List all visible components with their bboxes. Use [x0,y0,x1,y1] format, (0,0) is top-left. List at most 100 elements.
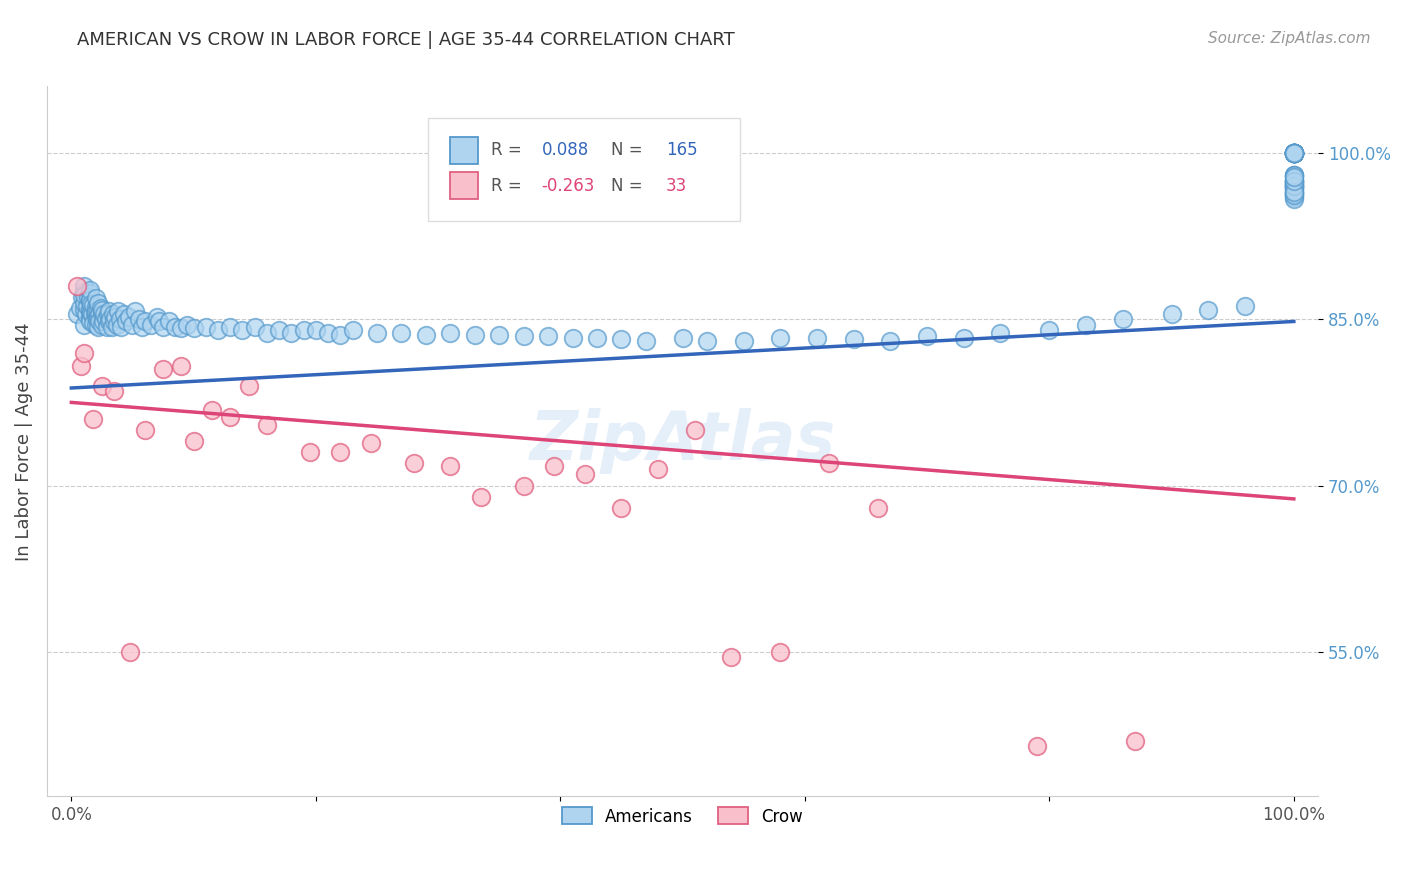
Point [1282,185,1305,199]
Point [82,316,104,330]
Point [1282,145,1305,160]
Text: ZipAtlas: ZipAtlas [530,409,835,475]
Point [219,320,242,334]
Point [110,320,132,334]
Point [84,291,107,305]
Point [1282,177,1305,191]
Point [101,307,124,321]
Point [170,359,193,373]
Point [231,323,253,337]
Point [90,301,112,315]
Point [1282,186,1305,200]
Point [131,320,153,334]
Point [165,320,187,334]
Text: N =: N = [612,177,648,194]
Point [1282,181,1305,195]
Point [1282,145,1305,160]
Point [439,326,461,340]
Point [1282,173,1305,187]
Point [990,326,1012,340]
Text: R =: R = [491,177,527,194]
Point [305,323,328,337]
Text: 33: 33 [666,177,688,194]
Point [1282,173,1305,187]
Point [1282,168,1305,182]
Point [280,326,302,340]
Point [152,362,174,376]
FancyBboxPatch shape [429,119,740,221]
Point [79,293,101,308]
Point [194,320,217,334]
Point [84,300,107,314]
Point [1282,145,1305,160]
Point [842,332,865,346]
Point [79,310,101,324]
Point [647,462,669,476]
Point [1282,186,1305,201]
Point [87,310,110,324]
Point [139,318,162,332]
Point [574,467,596,482]
FancyBboxPatch shape [450,172,478,199]
Point [80,305,103,319]
Point [439,458,461,473]
Point [1282,170,1305,185]
Point [124,304,146,318]
Point [1282,145,1305,160]
Point [586,331,609,345]
Point [1160,307,1182,321]
Point [80,296,103,310]
Point [1282,145,1305,160]
Point [868,500,890,515]
Point [90,378,112,392]
Point [512,329,534,343]
Point [329,327,352,342]
Point [75,307,97,321]
Point [157,314,180,328]
Point [79,303,101,318]
Point [86,312,108,326]
Point [107,304,129,318]
Point [402,457,425,471]
Point [683,423,706,437]
Point [915,329,938,343]
Point [72,288,94,302]
Point [1282,145,1305,160]
Point [69,301,91,315]
Point [87,303,110,318]
Point [72,303,94,318]
Point [1282,145,1305,160]
Point [366,326,388,340]
Point [87,320,110,334]
Point [82,298,104,312]
Point [98,314,121,328]
Point [76,299,98,313]
Point [1282,145,1305,160]
Point [1282,179,1305,194]
Point [1282,145,1305,160]
Point [152,320,174,334]
Point [94,312,117,326]
Point [77,290,100,304]
Point [818,457,841,471]
Point [66,307,89,321]
Point [238,378,260,392]
Text: R =: R = [491,141,527,160]
Text: 0.088: 0.088 [541,141,589,160]
Point [1282,145,1305,160]
Point [488,327,510,342]
Point [93,307,115,321]
Point [1282,145,1305,160]
Y-axis label: In Labor Force | Age 35-44: In Labor Force | Age 35-44 [15,322,32,560]
Point [256,417,278,432]
Point [79,314,101,328]
Point [105,318,128,332]
Text: Source: ZipAtlas.com: Source: ZipAtlas.com [1208,31,1371,46]
Legend: Americans, Crow: Americans, Crow [554,799,811,834]
Point [537,329,560,343]
Point [415,327,437,342]
Point [148,314,170,328]
Point [79,284,101,298]
Point [1282,145,1305,160]
Point [84,309,107,323]
